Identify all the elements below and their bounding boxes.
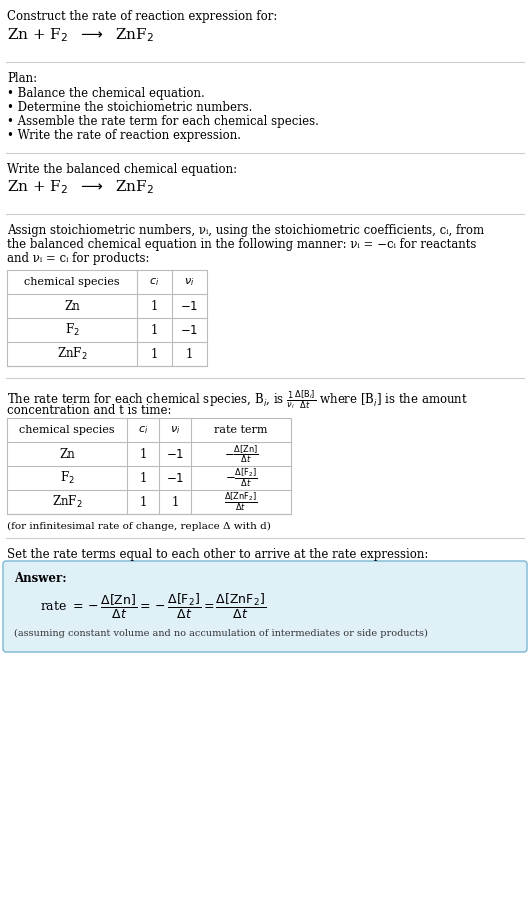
Text: (for infinitesimal rate of change, replace Δ with d): (for infinitesimal rate of change, repla… (7, 522, 271, 531)
Text: Zn: Zn (59, 448, 75, 460)
Text: ZnF$_2$: ZnF$_2$ (57, 346, 87, 362)
Text: ZnF$_2$: ZnF$_2$ (52, 494, 82, 510)
Text: Answer:: Answer: (14, 572, 67, 585)
Text: $-1$: $-1$ (180, 299, 199, 312)
Text: the balanced chemical equation in the following manner: νᵢ = −cᵢ for reactants: the balanced chemical equation in the fo… (7, 238, 476, 251)
Text: • Write the rate of reaction expression.: • Write the rate of reaction expression. (7, 129, 241, 142)
Text: (assuming constant volume and no accumulation of intermediates or side products): (assuming constant volume and no accumul… (14, 629, 428, 638)
Text: Zn + F$_2$  $\longrightarrow$  ZnF$_2$: Zn + F$_2$ $\longrightarrow$ ZnF$_2$ (7, 26, 154, 44)
Text: 1: 1 (171, 496, 179, 509)
Text: Construct the rate of reaction expression for:: Construct the rate of reaction expressio… (7, 10, 277, 23)
Text: Plan:: Plan: (7, 72, 37, 85)
Text: The rate term for each chemical species, B$_i$, is $\frac{1}{\nu_i}\frac{\Delta[: The rate term for each chemical species,… (7, 388, 468, 410)
Text: $c_i$: $c_i$ (149, 276, 160, 288)
Text: • Determine the stoichiometric numbers.: • Determine the stoichiometric numbers. (7, 101, 252, 114)
Text: 1: 1 (139, 448, 147, 460)
Text: Write the balanced chemical equation:: Write the balanced chemical equation: (7, 163, 237, 176)
Text: chemical species: chemical species (19, 425, 115, 435)
Text: $-\frac{\Delta[\mathrm{Zn}]}{\Delta t}$: $-\frac{\Delta[\mathrm{Zn}]}{\Delta t}$ (224, 443, 258, 465)
Text: rate $= -\dfrac{\Delta[\mathrm{Zn}]}{\Delta t} = -\dfrac{\Delta[\mathrm{F}_2]}{\: rate $= -\dfrac{\Delta[\mathrm{Zn}]}{\De… (40, 592, 266, 621)
Text: chemical species: chemical species (24, 277, 120, 287)
Bar (7, 418, 291, 514)
Text: Assign stoichiometric numbers, νᵢ, using the stoichiometric coefficients, cᵢ, fr: Assign stoichiometric numbers, νᵢ, using… (7, 224, 484, 237)
Text: F$_2$: F$_2$ (60, 470, 74, 486)
Text: Zn + F$_2$  $\longrightarrow$  ZnF$_2$: Zn + F$_2$ $\longrightarrow$ ZnF$_2$ (7, 178, 154, 196)
Text: $-\frac{\Delta[\mathrm{F}_2]}{\Delta t}$: $-\frac{\Delta[\mathrm{F}_2]}{\Delta t}$ (225, 467, 257, 490)
Text: Zn: Zn (64, 299, 80, 312)
Text: and νᵢ = cᵢ for products:: and νᵢ = cᵢ for products: (7, 252, 149, 265)
Text: $-1$: $-1$ (180, 323, 199, 337)
Text: 1: 1 (139, 471, 147, 484)
Text: $-1$: $-1$ (166, 448, 184, 460)
Text: 1: 1 (151, 323, 158, 337)
Text: • Assemble the rate term for each chemical species.: • Assemble the rate term for each chemic… (7, 115, 319, 128)
Text: $\nu_i$: $\nu_i$ (170, 424, 180, 436)
Text: rate term: rate term (214, 425, 268, 435)
Bar (7, 270, 207, 366)
Text: 1: 1 (186, 348, 193, 360)
FancyBboxPatch shape (3, 561, 527, 652)
Text: F$_2$: F$_2$ (65, 322, 80, 338)
Text: 1: 1 (151, 299, 158, 312)
Text: $\nu_i$: $\nu_i$ (184, 276, 195, 288)
Text: Set the rate terms equal to each other to arrive at the rate expression:: Set the rate terms equal to each other t… (7, 548, 428, 561)
Text: $-1$: $-1$ (166, 471, 184, 484)
Text: concentration and t is time:: concentration and t is time: (7, 404, 172, 417)
Text: $\frac{\Delta[\mathrm{ZnF}_2]}{\Delta t}$: $\frac{\Delta[\mathrm{ZnF}_2]}{\Delta t}… (224, 490, 258, 513)
Text: $c_i$: $c_i$ (138, 424, 148, 436)
Text: • Balance the chemical equation.: • Balance the chemical equation. (7, 87, 205, 100)
Text: 1: 1 (139, 496, 147, 509)
Text: 1: 1 (151, 348, 158, 360)
